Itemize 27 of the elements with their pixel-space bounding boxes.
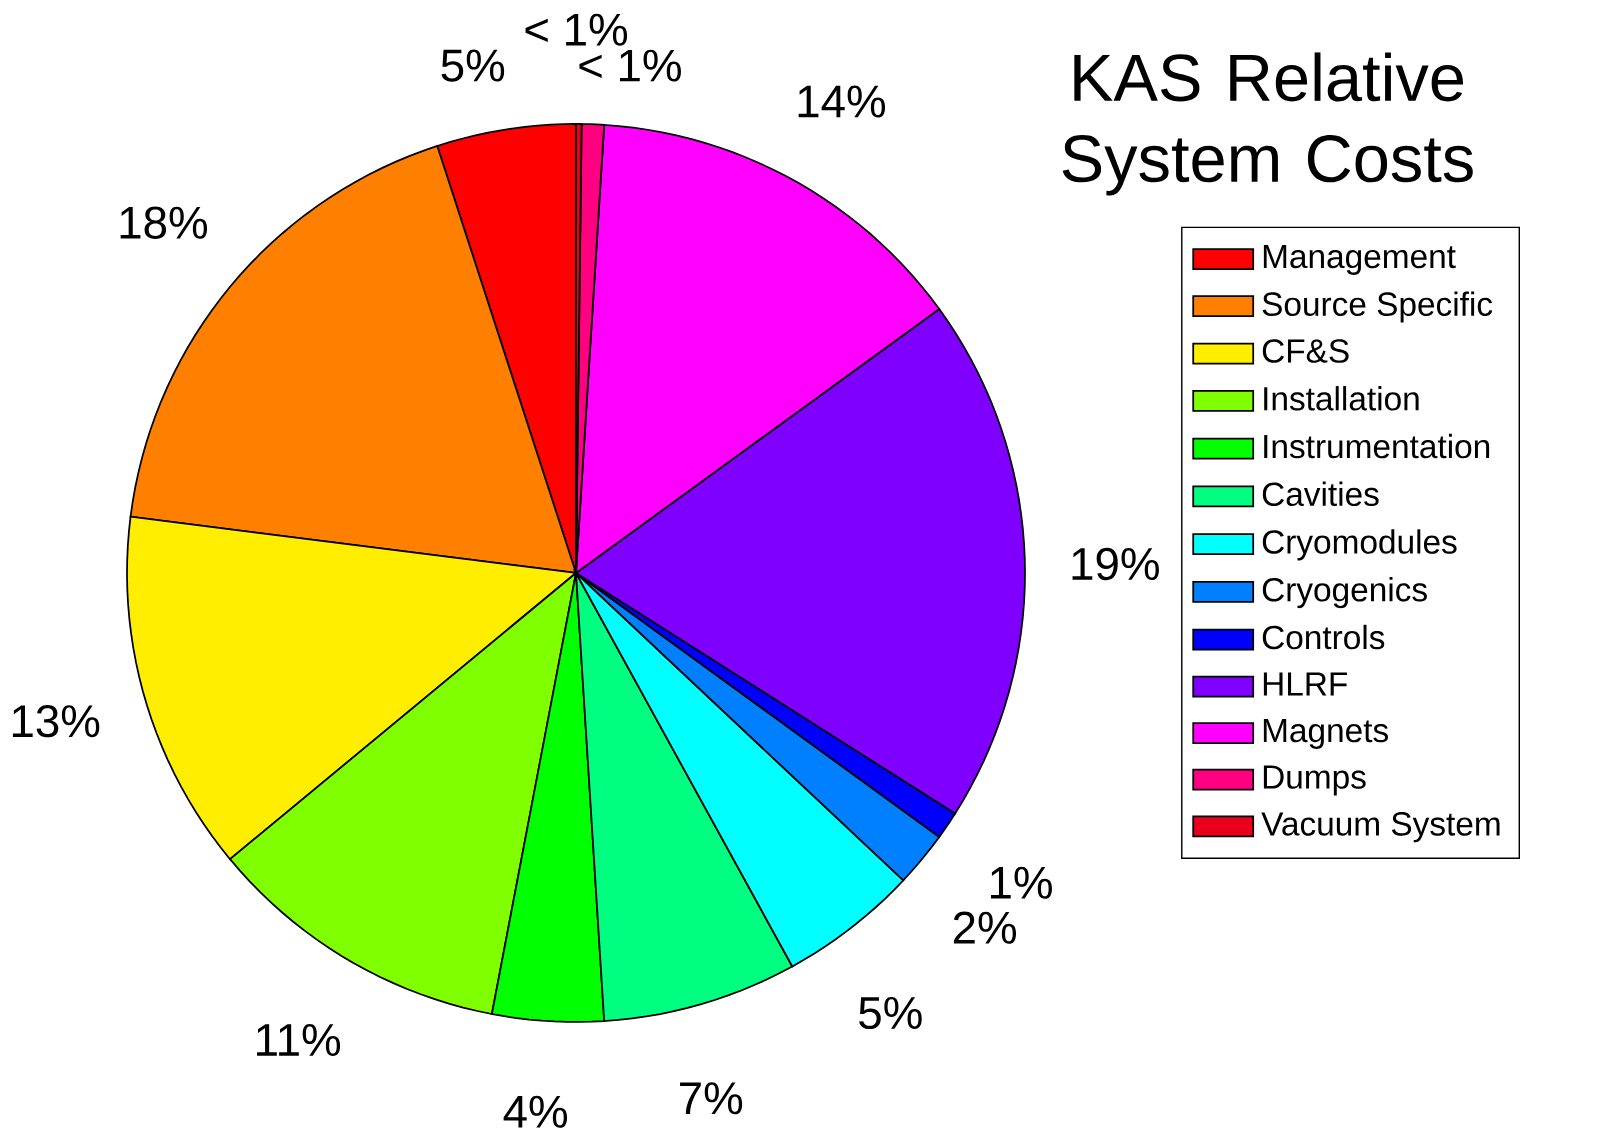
legend-label: Cryogenics [1262,577,1427,609]
legend-label: Vacuum System [1261,812,1500,843]
legend-label: Cryomodules [1262,529,1457,561]
data-label: < 1% [579,49,681,82]
data-label: 14% [798,85,886,118]
data-label: 1% [990,866,1052,899]
data-label: 5% [441,49,505,82]
data-label: 18% [120,206,208,239]
legend-label: Dumps [1263,765,1366,796]
data-label: 7% [680,1082,743,1115]
data-label: 19% [1072,547,1159,581]
data-label: 13% [12,704,100,738]
legend-label: CF&S [1262,339,1349,363]
data-label: 11% [257,1023,341,1056]
legend-label: Management [1263,244,1456,275]
legend-label: Installation [1264,386,1419,411]
data-label: 2% [953,911,1017,944]
legend-label: Source Specific [1262,291,1493,323]
legend-label: Magnets [1263,719,1388,749]
data-label: < 1% [525,13,628,46]
legend-label: Controls [1262,624,1385,650]
legend-label: Cavities [1262,481,1379,507]
data-label: 5% [859,996,922,1030]
text: KAS Relative System Costs [1062,52,1473,196]
legend-label: Instrumentation [1264,433,1490,459]
data-label: 4% [503,1095,568,1128]
legend-label: HLRF [1263,672,1347,696]
